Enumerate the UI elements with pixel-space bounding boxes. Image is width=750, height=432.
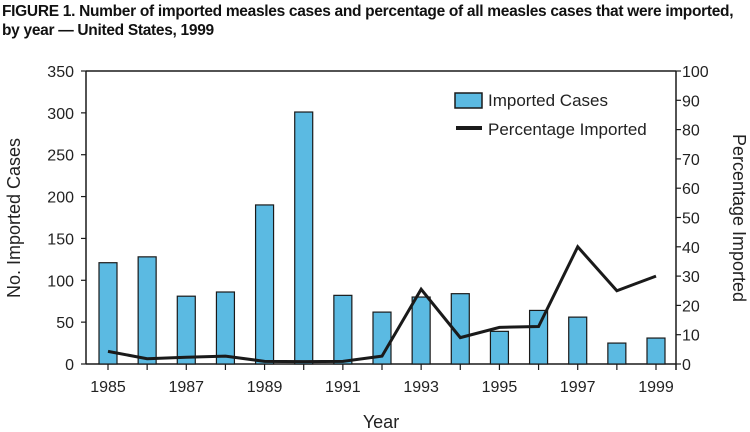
y-tick-label-left: 250	[47, 148, 74, 165]
bar-1986	[137, 256, 157, 365]
y-tick-label-right: 30	[682, 269, 700, 286]
bar-1998	[607, 342, 627, 365]
bar-1989	[254, 204, 275, 365]
y-tick-label-left: 0	[65, 357, 74, 374]
bar-1999	[646, 337, 666, 365]
y-axis-label-left: No. Imported Cases	[4, 138, 24, 298]
x-tick-label: 1997	[560, 379, 596, 396]
bar-1988	[215, 291, 236, 365]
legend-swatch-bar	[454, 92, 483, 109]
y-tick-label-right: 40	[682, 240, 700, 257]
chart-title: FIGURE 1. Number of imported measles cas…	[2, 3, 734, 39]
y-tick-label-left: 200	[47, 190, 74, 207]
x-tick-label: 1991	[325, 379, 361, 396]
x-tick-label: 1993	[403, 379, 439, 396]
y-tick-label-left: 150	[47, 231, 74, 248]
y-tick-label-left: 300	[47, 106, 74, 123]
bar-1997	[568, 316, 588, 365]
legend-label-line: Percentage Imported	[488, 120, 647, 139]
x-tick-label: 1987	[168, 379, 204, 396]
y-tick-label-right: 50	[682, 211, 700, 228]
bar-1987	[176, 295, 196, 365]
legend: Imported Cases Percentage Imported	[454, 91, 647, 139]
y-tick-label-left: 350	[47, 64, 74, 81]
bar-1991	[333, 294, 353, 365]
y-tick-label-right: 20	[682, 298, 700, 315]
y-tick-label-right: 90	[682, 93, 700, 110]
x-tick-label: 1995	[482, 379, 518, 396]
x-tick-label: 1989	[247, 379, 283, 396]
bar-1985	[98, 262, 118, 365]
y-tick-label-right: 60	[682, 181, 700, 198]
y-tick-label-left: 100	[47, 273, 74, 290]
bar-1990	[294, 111, 314, 365]
bar-1993	[411, 296, 431, 365]
y-tick-label-right: 80	[682, 123, 700, 140]
bar-1996	[528, 309, 549, 365]
y-tick-label-left: 50	[56, 315, 74, 332]
legend-label-bar: Imported Cases	[488, 91, 608, 110]
x-tick-label: 1985	[90, 379, 126, 396]
y-tick-label-right: 10	[682, 328, 700, 345]
x-tick-label: 1999	[638, 379, 674, 396]
bar-1995	[489, 330, 510, 365]
y-axis-label-right: Percentage Imported	[729, 134, 749, 302]
x-axis-label: Year	[363, 412, 399, 432]
y-tick-label-right: 0	[682, 357, 691, 374]
y-tick-label-right: 70	[682, 152, 700, 169]
y-tick-label-right: 100	[682, 64, 709, 81]
